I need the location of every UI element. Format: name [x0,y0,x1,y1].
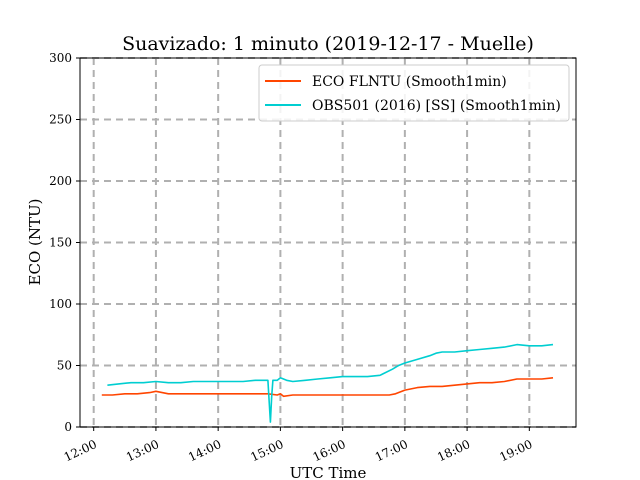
y-tick-label: 200 [49,174,72,188]
series-lines [101,343,554,423]
x-tick-label: 14:00 [186,437,223,464]
legend-entry: ECO FLNTU (Smooth1min) [312,74,507,90]
x-tick-label: 16:00 [311,437,348,464]
chart-title: Suavizado: 1 minuto (2019-12-17 - Muelle… [122,33,534,55]
x-tick-label: 19:00 [497,437,534,464]
x-axis: 12:00 13:00 14:00 15:00 16:00 17:00 18:00 19:00 [62,427,535,464]
y-tick-label: 150 [49,236,72,250]
y-axis: 0 50 100 150 200 250 300 [49,51,80,434]
legend: ECO FLNTU (Smooth1min) OBS501 (2016) [SS]… [258,64,570,122]
legend-entry: OBS501 (2016) [SS] (Smooth1min) [312,98,561,114]
x-tick-label: 12:00 [62,437,99,464]
y-tick-label: 300 [49,51,72,65]
series-line-2 [107,343,554,423]
y-tick-label: 100 [49,297,72,311]
x-axis-label: UTC Time [290,464,367,480]
y-axis-label: ECO (NTU) [26,199,44,286]
y-tick-label: 0 [64,420,72,434]
x-tick-label: 18:00 [435,437,472,464]
legend-box [258,64,570,122]
x-tick-label: 13:00 [124,437,161,464]
x-tick-label: 15:00 [248,437,285,464]
series-line-1 [101,377,554,398]
y-tick-label: 250 [49,113,72,127]
y-tick-label: 50 [57,359,72,373]
x-tick-label: 17:00 [373,437,410,464]
